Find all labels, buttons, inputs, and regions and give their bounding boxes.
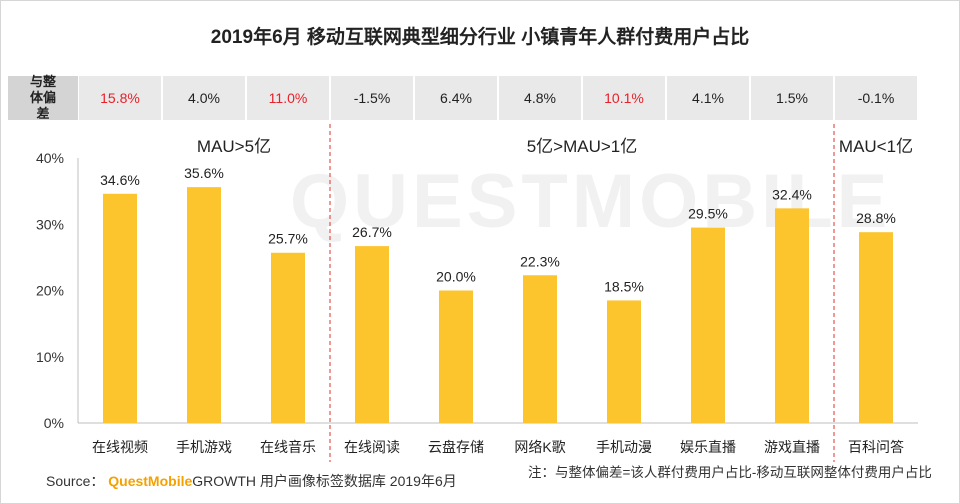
source-prefix: Source： (46, 473, 105, 489)
deviation-cell: 1.5% (751, 76, 833, 120)
y-tick-label: 20% (36, 283, 64, 299)
deviation-label-text: 与整体偏差 (29, 74, 56, 121)
y-tick-label: 40% (36, 150, 64, 166)
chart-title: 2019年6月 移动互联网典型细分行业 小镇青年人群付费用户占比 (210, 27, 750, 48)
y-tick-label: 10% (36, 349, 64, 365)
bar-value-label: 22.3% (520, 253, 560, 269)
x-category-label: 在线音乐 (260, 439, 316, 455)
deviation-cell: 4.1% (667, 76, 749, 120)
x-category-label: 游戏直播 (764, 439, 820, 455)
deviation-row: 与整体偏差 15.8% 4.0% 11.0% -1.5% 6.4% 4.8% 10.1% 4.… (8, 74, 920, 121)
y-tick-label: 30% (36, 216, 64, 232)
deviation-cell: 6.4% (415, 76, 497, 120)
bar (439, 290, 473, 423)
bar (859, 232, 893, 423)
source-brand: QuestMobile (108, 473, 193, 489)
bar (187, 187, 221, 423)
bar-value-label: 35.6% (184, 165, 224, 181)
bar (355, 246, 389, 423)
deviation-label: 与整体偏差 (8, 74, 78, 121)
source-text: GROWTH 用户画像标签数据库 2019年6月 (192, 473, 457, 489)
deviation-cell: 11.0% (247, 76, 329, 120)
group-label: MAU>5亿 (197, 137, 271, 156)
x-category-label: 手机动漫 (596, 439, 652, 455)
deviation-cell: 4.8% (499, 76, 581, 120)
x-category-label: 百科问答 (848, 439, 904, 455)
y-tick-label: 0% (44, 415, 64, 431)
bar-value-label: 28.8% (856, 210, 896, 226)
bar (271, 252, 305, 423)
group-label: MAU<1亿 (839, 137, 913, 156)
bar-value-label: 25.7% (268, 231, 308, 247)
bar-value-label: 32.4% (772, 186, 812, 202)
x-category-label: 娱乐直播 (680, 439, 736, 455)
x-category-label: 在线视频 (92, 439, 148, 455)
bar-value-label: 26.7% (352, 224, 392, 240)
x-category-label: 手机游戏 (176, 439, 232, 455)
bar (523, 275, 557, 423)
deviation-cell: -0.1% (835, 76, 917, 120)
group-label: 5亿>MAU>1亿 (527, 137, 638, 156)
deviation-cell: -1.5% (331, 76, 413, 120)
bar (103, 193, 137, 423)
bar (691, 227, 725, 423)
deviation-cell: 15.8% (79, 76, 161, 120)
bar-value-label: 20.0% (436, 269, 476, 285)
bar (607, 300, 641, 423)
x-category-label: 云盘存储 (428, 439, 484, 455)
footnote: 注：与整体偏差=该人群付费用户占比-移动互联网整体付费用户占比 (528, 465, 932, 480)
bar (775, 208, 809, 423)
bar-value-label: 29.5% (688, 206, 728, 222)
bar-value-label: 18.5% (604, 278, 644, 294)
deviation-cell: 4.0% (163, 76, 245, 120)
deviation-cell: 10.1% (583, 76, 665, 120)
x-category-label: 网络K歌 (514, 439, 565, 455)
source-line: Source： QuestMobileGROWTH 用户画像标签数据库 2019… (46, 471, 457, 491)
bar-value-label: 34.6% (100, 172, 140, 188)
x-category-label: 在线阅读 (344, 439, 400, 455)
